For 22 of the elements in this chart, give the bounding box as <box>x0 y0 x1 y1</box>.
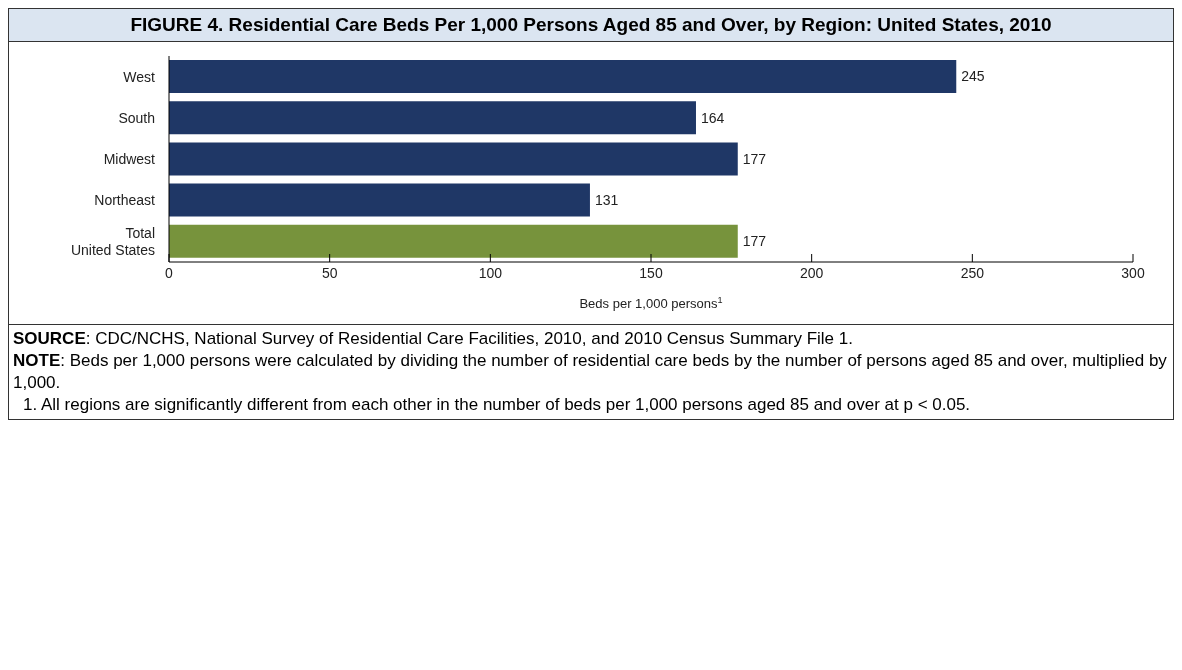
y-tick-label: Midwest <box>103 151 156 167</box>
data-label: 131 <box>594 192 619 209</box>
y-tick-label: West <box>123 68 156 85</box>
y-tick-label: Northeast <box>94 192 156 209</box>
data-label: 245 <box>961 68 985 85</box>
x-tick-label: 300 <box>1121 264 1145 281</box>
x-tick-label: 200 <box>799 264 824 281</box>
source-note: SOURCE: CDC/NCHS, National Survey of Residential Care Facilities, 2010, and 2010 Census Summary File 1. <box>13 328 854 350</box>
x-tick-label: 0 <box>165 264 174 281</box>
data-label: 177 <box>742 150 767 167</box>
text: NOTE: Beds per 1,000 persons were calculated by dividing the number of residential care beds by the number of persons aged 85 and over, multiplied by 1,000. <box>13 350 1168 394</box>
text: 1. All regions are significantly different from each other in the number of beds per 1,000 persons aged 85 and over at p < 0.05. <box>22 394 972 416</box>
y-tick-label: Total United States <box>70 224 155 258</box>
x-axis-title: Beds per 1,000 persons$^{1}$ <box>579 295 723 311</box>
y-tick-label: South <box>118 109 155 126</box>
x-tick-label: 250 <box>960 264 985 281</box>
x-tick-label: 100 <box>478 264 503 281</box>
chart-title: FIGURE 4. Residential Care Beds Per 1,000 Persons Aged 85 and Over, by Region: United States, 2010 <box>8 8 1174 42</box>
x-tick-label: 50 <box>321 264 338 281</box>
data-label: 177 <box>742 233 767 250</box>
x-tick-label: 150 <box>639 264 663 281</box>
data-label: 164 <box>700 109 725 126</box>
